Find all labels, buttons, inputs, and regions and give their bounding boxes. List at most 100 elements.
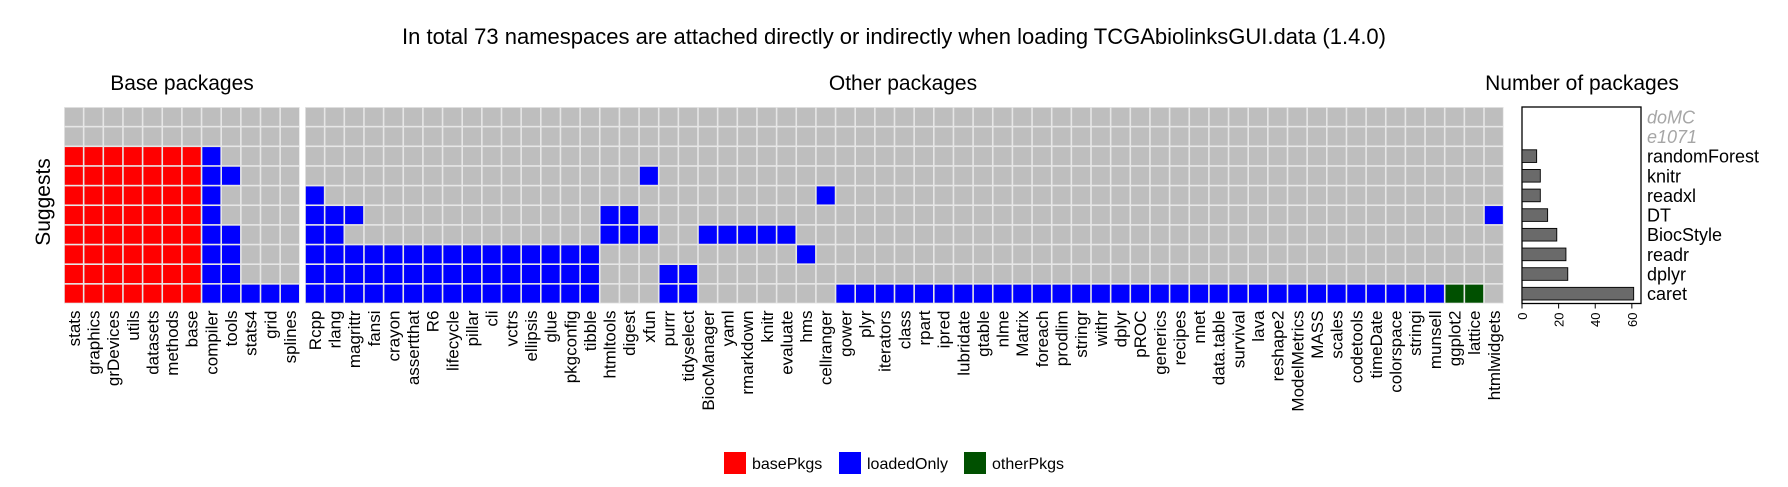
column-label: base: [183, 311, 202, 348]
heatmap-cell: [679, 284, 698, 303]
heatmap-cell: [482, 107, 501, 126]
heatmap-cell: [482, 186, 501, 205]
heatmap-cell: [1425, 186, 1444, 205]
heatmap-cell: [1229, 206, 1248, 225]
heatmap-cell: [954, 147, 973, 166]
heatmap-cell: [816, 107, 835, 126]
heatmap-cell: [1091, 265, 1110, 284]
y-axis-label: Suggests: [32, 158, 55, 246]
heatmap-cell: [1484, 265, 1503, 284]
heatmap-cell: [659, 166, 678, 185]
heatmap-cell: [1131, 245, 1150, 264]
column-label: yaml: [718, 311, 737, 347]
heatmap-cell: [757, 206, 776, 225]
heatmap-cell: [1150, 225, 1169, 244]
heatmap-cell: [856, 245, 875, 264]
heatmap-cell: [973, 225, 992, 244]
heatmap-cell: [698, 206, 717, 225]
heatmap-cell: [502, 166, 521, 185]
heatmap-cell: [443, 265, 462, 284]
heatmap-cell: [1327, 107, 1346, 126]
heatmap-cell: [1484, 225, 1503, 244]
heatmap-cell: [620, 186, 639, 205]
heatmap-cell: [1445, 107, 1464, 126]
heatmap-cell: [541, 284, 560, 303]
heatmap-cell: [738, 265, 757, 284]
heatmap-cell: [1190, 107, 1209, 126]
heatmap-cell: [1013, 186, 1032, 205]
heatmap-cell: [541, 107, 560, 126]
heatmap-cell: [1307, 166, 1326, 185]
heatmap-cell: [934, 284, 953, 303]
heatmap-cell: [1484, 245, 1503, 264]
heatmap-cell: [639, 265, 658, 284]
heatmap-cell: [1249, 147, 1268, 166]
heatmap-cell: [163, 284, 182, 303]
heatmap-cell: [143, 225, 162, 244]
heatmap-cell: [580, 225, 599, 244]
heatmap-cell: [836, 147, 855, 166]
heatmap-cell: [1327, 186, 1346, 205]
heatmap-cell: [1131, 225, 1150, 244]
heatmap-cell: [580, 206, 599, 225]
heatmap-cell: [261, 245, 280, 264]
heatmap-cell: [856, 206, 875, 225]
heatmap-cell: [1111, 206, 1130, 225]
heatmap-cell: [757, 265, 776, 284]
heatmap-cell: [182, 225, 201, 244]
heatmap-cell: [384, 284, 403, 303]
heatmap-cell: [1032, 284, 1051, 303]
heatmap-cell: [143, 166, 162, 185]
heatmap-cell: [1170, 166, 1189, 185]
heatmap-cell: [993, 284, 1012, 303]
heatmap-cell: [718, 225, 737, 244]
heatmap-cell: [698, 225, 717, 244]
heatmap-cell: [1406, 225, 1425, 244]
heatmap-cell: [1288, 284, 1307, 303]
heatmap-cell: [1229, 107, 1248, 126]
heatmap-cell: [1052, 245, 1071, 264]
heatmap-cell: [521, 206, 540, 225]
heatmap-cell: [123, 265, 142, 284]
heatmap-cell: [1229, 284, 1248, 303]
heatmap-cell: [423, 166, 442, 185]
heatmap-cell: [1307, 147, 1326, 166]
heatmap-cell: [443, 245, 462, 264]
heatmap-cell: [1386, 186, 1405, 205]
heatmap-cell: [1170, 127, 1189, 146]
column-label: Rcpp: [306, 311, 325, 351]
heatmap-cell: [718, 147, 737, 166]
heatmap-cell: [718, 284, 737, 303]
heatmap-cell: [305, 245, 324, 264]
heatmap-cell: [502, 245, 521, 264]
row-label: doMC: [1647, 107, 1696, 127]
heatmap-cell: [345, 206, 364, 225]
heatmap-cell: [1013, 147, 1032, 166]
column-label: plyr: [856, 310, 875, 338]
heatmap-cell: [1425, 206, 1444, 225]
heatmap-cell: [816, 186, 835, 205]
heatmap-cell: [1445, 265, 1464, 284]
column-label: reshape2: [1269, 311, 1288, 382]
heatmap-cell: [1366, 127, 1385, 146]
heatmap-cell: [875, 265, 894, 284]
heatmap-cell: [620, 245, 639, 264]
heatmap-cell: [84, 206, 103, 225]
heatmap-cell: [1131, 186, 1150, 205]
heatmap-cell: [364, 147, 383, 166]
column-label: datasets: [143, 311, 162, 375]
bar: [1521, 286, 1635, 301]
column-label: generics: [1151, 311, 1170, 375]
heatmap-cell: [639, 166, 658, 185]
column-label: prodlim: [1053, 311, 1072, 367]
heatmap-cell: [659, 127, 678, 146]
heatmap-cell: [1032, 166, 1051, 185]
heatmap-cell: [1406, 284, 1425, 303]
legend-swatch: [839, 452, 861, 474]
heatmap-cell: [1131, 166, 1150, 185]
heatmap-cell: [561, 245, 580, 264]
heatmap-cell: [620, 206, 639, 225]
heatmap-cell: [1209, 284, 1228, 303]
heatmap-cell: [222, 225, 241, 244]
heatmap-cell: [1465, 225, 1484, 244]
